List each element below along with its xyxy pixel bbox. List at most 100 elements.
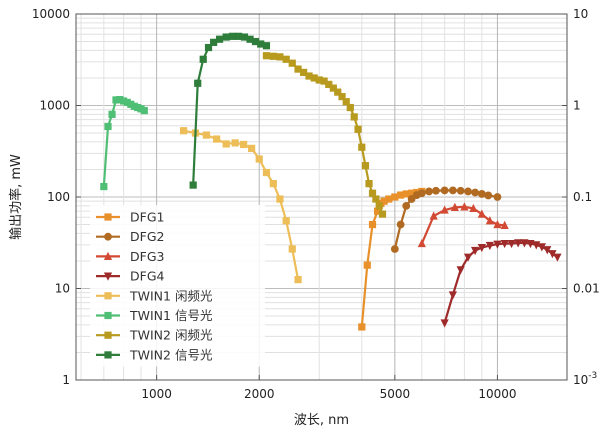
data-point [477,209,486,218]
legend-label: DFG3 [130,249,164,264]
data-point [390,245,399,253]
data-point [520,239,529,248]
data-point [484,191,493,200]
y-tick-label-right: 10-3 [573,371,597,387]
series-line [420,205,505,244]
legend-label: DFG4 [130,269,165,284]
data-point [396,220,405,229]
data-point [222,33,230,41]
data-point [329,84,337,92]
data-point [346,103,354,112]
data-point [440,319,449,328]
data-point [305,72,313,80]
data-point [276,53,284,61]
legend-marker [104,232,112,241]
data-point [477,243,486,253]
data-point [189,181,197,189]
series-3 [440,239,562,328]
data-point [294,276,302,284]
data-point [276,195,284,203]
data-point [246,35,254,43]
ticks: 1 10 100 1000 10000 10 1 0.1 0.01 10-3 1000 2000 500… [32,7,600,401]
data-point [514,239,523,248]
legend-item: TWIN1 闲频光 [96,288,212,303]
data-point [397,191,405,199]
data-point [108,110,116,118]
data-point [315,76,323,84]
legend-item: TWIN2 信号光 [96,347,212,362]
data-point [493,219,502,229]
x-tick-label: 5000 [380,387,411,401]
series-4 [180,127,302,284]
data-point [380,197,388,205]
legend-label: TWIN2 信号光 [129,347,212,362]
data-point [269,180,277,188]
legend-label: TWIN1 闲频光 [129,288,212,303]
data-point [450,202,459,211]
data-point [262,168,271,177]
legend-marker [104,331,112,339]
data-point [429,211,438,220]
data-point [375,202,383,210]
data-point [368,220,377,229]
data-point [464,187,472,196]
data-point [199,55,207,63]
y-tick-label-left: 1 [62,373,70,387]
data-point [385,195,393,203]
data-point [202,131,211,139]
legend-background [90,205,265,367]
data-point [500,239,509,249]
data-point [204,43,213,52]
data-point [471,188,480,197]
data-point [262,52,271,60]
data-point [228,32,237,40]
series-2 [417,202,509,248]
series-layer [100,32,562,331]
data-point [240,140,248,149]
x-tick-label: 2000 [244,387,275,401]
data-point [112,96,120,104]
data-point [460,202,469,211]
data-point [358,323,366,331]
y-tick-label-right: 1 [573,99,581,113]
data-point [342,98,350,106]
y-tick-label-right: 0.01 [573,282,600,296]
data-point [485,216,494,225]
data-point [255,155,263,163]
data-point [240,33,249,41]
y-tick-label-left: 10 [55,282,70,296]
data-point [373,207,382,215]
legend-label: TWIN2 闲频光 [129,328,212,343]
y-tick-label-left: 1000 [39,99,70,113]
data-point [288,59,296,67]
legend-marker [104,213,112,221]
data-point [378,210,387,218]
data-point [325,80,333,89]
data-point [222,140,230,148]
data-point [368,189,377,197]
data-point [372,195,380,203]
data-point [140,106,148,115]
data-point [553,253,562,262]
data-point [269,52,277,60]
legend-label: DFG1 [130,210,164,225]
data-point [231,139,239,147]
data-point [402,201,411,210]
data-point [456,186,465,195]
data-point [194,79,202,87]
data-point [391,193,399,201]
data-point [543,246,552,255]
data-point [432,186,440,195]
y-tick-label-right: 10 [573,7,588,21]
data-point [440,186,449,195]
data-point [477,190,486,198]
data-point [119,97,128,105]
data-point [116,96,124,104]
y-tick-label-right: 0.1 [573,190,592,204]
legend-marker [103,272,113,281]
data-point [425,187,433,196]
data-point [180,127,188,135]
data-point [463,253,473,262]
legend-item: DFG3 [96,249,164,264]
